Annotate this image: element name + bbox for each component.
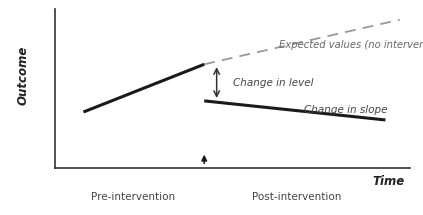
Text: Outcome: Outcome: [16, 46, 30, 105]
Text: Post-intervention: Post-intervention: [252, 192, 341, 202]
Text: Change in level: Change in level: [233, 78, 313, 88]
Text: Time: Time: [373, 175, 405, 188]
Text: Change in slope: Change in slope: [304, 105, 387, 115]
Text: Pre-intervention: Pre-intervention: [91, 192, 175, 202]
Text: Expected values (no intervention): Expected values (no intervention): [279, 40, 423, 50]
